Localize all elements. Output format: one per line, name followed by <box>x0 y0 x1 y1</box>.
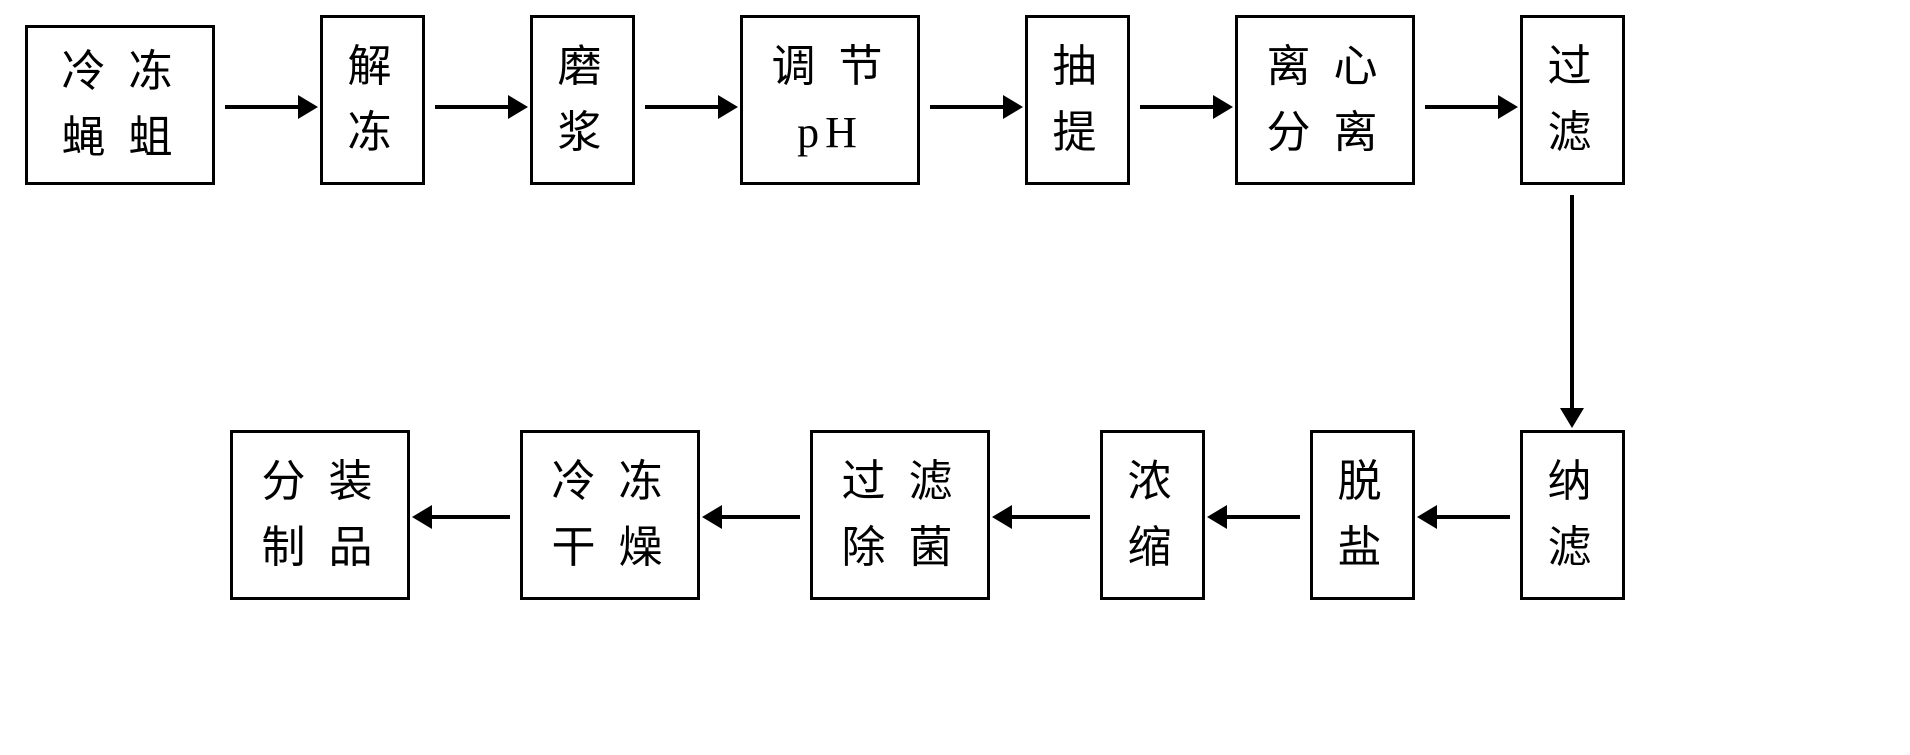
node-label: 分 装制 品 <box>262 449 379 581</box>
node-label: 冷 冻干 燥 <box>552 449 669 581</box>
node-label: 冷 冻蝇 蛆 <box>62 39 179 171</box>
arrow <box>1225 515 1300 519</box>
node-concentrate: 浓缩 <box>1100 430 1205 600</box>
node-extract: 抽提 <box>1025 15 1130 185</box>
arrow <box>1140 105 1215 109</box>
arrow <box>435 105 510 109</box>
node-label: 过滤 <box>1548 34 1598 166</box>
node-label: 浓缩 <box>1128 449 1178 581</box>
arrow <box>1010 515 1090 519</box>
node-desalt: 脱盐 <box>1310 430 1415 600</box>
arrow <box>720 515 800 519</box>
node-nanofilter: 纳滤 <box>1520 430 1625 600</box>
node-filter-sterile: 过 滤除 菌 <box>810 430 990 600</box>
node-label: 纳滤 <box>1548 449 1598 581</box>
arrow <box>1425 105 1500 109</box>
node-filter: 过滤 <box>1520 15 1625 185</box>
node-package: 分 装制 品 <box>230 430 410 600</box>
node-label: 过 滤除 菌 <box>842 449 959 581</box>
node-label: 磨浆 <box>558 34 608 166</box>
arrow <box>225 105 300 109</box>
node-label: 解冻 <box>348 34 398 166</box>
flowchart-container: 冷 冻蝇 蛆 解冻 磨浆 调 节pH 抽提 离 心分 离 过滤 纳滤 脱盐 浓缩… <box>0 0 1910 755</box>
arrow <box>930 105 1005 109</box>
arrow <box>1570 195 1574 410</box>
node-label: 脱盐 <box>1338 449 1388 581</box>
node-freeze-dry: 冷 冻干 燥 <box>520 430 700 600</box>
node-label: 离 心分 离 <box>1267 34 1384 166</box>
node-label: 抽提 <box>1053 34 1103 166</box>
node-thaw: 解冻 <box>320 15 425 185</box>
arrow <box>645 105 720 109</box>
node-label: 调 节pH <box>772 34 889 166</box>
arrow <box>1435 515 1510 519</box>
arrow <box>430 515 510 519</box>
node-adjust-ph: 调 节pH <box>740 15 920 185</box>
node-grind: 磨浆 <box>530 15 635 185</box>
node-centrifuge: 离 心分 离 <box>1235 15 1415 185</box>
node-frozen-maggot: 冷 冻蝇 蛆 <box>25 25 215 185</box>
